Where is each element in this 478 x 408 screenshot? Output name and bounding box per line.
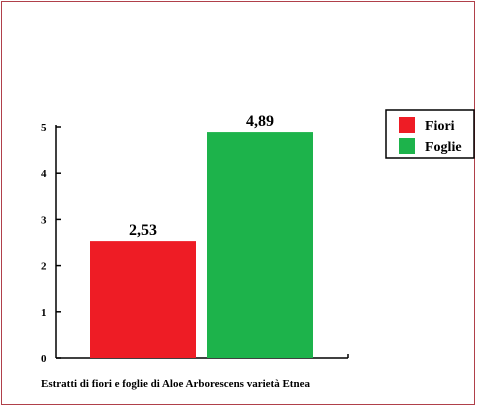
legend: Fiori Foglie (385, 109, 475, 159)
y-tick-label-4: 4 (41, 168, 47, 180)
y-tick-label-2: 2 (41, 261, 47, 273)
data-labels: 2,53 4,89 (129, 113, 274, 239)
legend-label-foglie: Foglie (425, 140, 462, 155)
legend-label-fiori: Fiori (425, 119, 455, 134)
y-tick-label-0: 0 (41, 353, 47, 365)
y-tick-label-5: 5 (41, 122, 47, 134)
bar-fiori (90, 241, 196, 358)
y-tick-label-3: 3 (41, 214, 47, 226)
legend-swatch-foglie (399, 138, 415, 154)
data-label-foglie: 4,89 (246, 113, 274, 130)
bar-foglie (207, 132, 313, 358)
y-axis: 0 1 2 3 4 5 (41, 122, 61, 365)
data-label-fiori: 2,53 (129, 222, 157, 239)
y-tick-label-1: 1 (41, 307, 47, 319)
x-axis-label: Estratti di fiori e foglie di Aloe Arbor… (41, 378, 310, 390)
legend-swatch-fiori (399, 117, 415, 133)
bars (90, 132, 313, 358)
